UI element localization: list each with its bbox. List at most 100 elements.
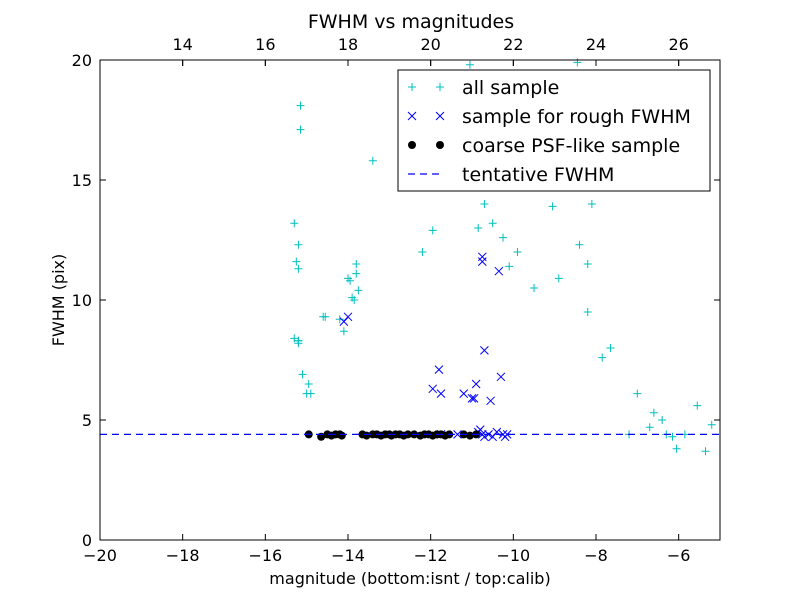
data-point: [467, 394, 477, 403]
legend-swatch: [407, 111, 417, 121]
data-point: [354, 286, 363, 295]
data-point: [672, 444, 681, 453]
series-x: [339, 252, 512, 442]
data-point: [350, 296, 359, 304]
data-point: [480, 200, 489, 208]
data-point: [649, 408, 658, 417]
data-point: [428, 226, 437, 235]
data-point: [304, 380, 313, 388]
data-point: [294, 336, 303, 345]
data-point: [343, 312, 353, 322]
data-point: [701, 447, 710, 456]
data-point: [598, 353, 607, 362]
data-point: [352, 260, 361, 268]
legend-label: all sample: [462, 77, 559, 99]
data-point: [459, 389, 469, 398]
data-point: [465, 431, 474, 440]
data-point: [469, 394, 479, 403]
data-point: [645, 423, 654, 432]
top-x-tick-label: 16: [255, 35, 275, 54]
x-tick-label: −8: [584, 546, 608, 565]
top-x-tick-label: 18: [338, 35, 358, 54]
data-point: [658, 416, 667, 424]
x-tick-label: −6: [667, 546, 691, 565]
data-point: [486, 396, 495, 406]
data-point: [335, 315, 344, 324]
data-point: [368, 156, 377, 165]
plot-area: [100, 58, 720, 456]
x-tick-label: −16: [248, 546, 282, 565]
data-point: [418, 248, 427, 256]
legend: all sample sample for rough FWHM coarse PS…: [397, 69, 711, 192]
data-point: [436, 389, 446, 398]
data-point: [505, 262, 514, 271]
data-point: [296, 125, 305, 134]
legend-label: coarse PSF-like sample: [462, 135, 680, 157]
data-point: [306, 389, 315, 398]
data-point: [583, 260, 592, 268]
y-tick-label: 20: [72, 51, 92, 70]
data-point: [530, 284, 538, 292]
data-point: [339, 327, 348, 336]
y-tick-label: 15: [72, 171, 92, 190]
x-tick-label: −12: [414, 546, 448, 565]
top-x-tick-label: 14: [172, 35, 192, 54]
data-point: [292, 257, 301, 266]
data-point: [513, 248, 522, 256]
data-point: [471, 379, 481, 389]
data-point: [294, 240, 303, 249]
data-point: [693, 401, 702, 410]
legend-swatch: [436, 141, 444, 149]
data-point: [298, 370, 307, 379]
data-point: [633, 389, 642, 398]
data-point: [290, 334, 299, 343]
data-point: [290, 219, 299, 228]
data-point: [434, 365, 444, 374]
legend-swatch: [435, 111, 445, 121]
data-point: [346, 276, 355, 285]
data-point: [502, 430, 512, 439]
data-point: [606, 344, 615, 352]
y-tick-label: 10: [72, 291, 92, 310]
x-tick-label: −14: [331, 546, 365, 565]
data-point: [428, 384, 438, 394]
data-point: [477, 252, 487, 262]
x-axis-label: magnitude (bottom:isnt / top:calib): [269, 569, 550, 588]
legend-label: tentative FWHM: [462, 164, 614, 186]
data-point: [587, 200, 596, 208]
data-point: [294, 264, 303, 273]
axis-ticks: −20 −18 −16 −14 −12 −10 −8 −6 14 16 18 20 22 24 26 0 5 10…: [72, 35, 720, 565]
x-tick-label: −10: [496, 546, 530, 565]
data-point: [499, 233, 507, 242]
top-x-tick-label: 22: [503, 35, 523, 54]
data-point: [403, 430, 412, 439]
data-point: [668, 432, 677, 441]
data-point: [488, 219, 497, 228]
data-point: [453, 430, 462, 439]
data-point: [496, 372, 506, 382]
data-point: [465, 60, 474, 69]
data-point: [477, 257, 487, 266]
chart-title: FWHM vs magnitudes: [308, 11, 514, 33]
data-point: [554, 274, 563, 283]
y-axis-label: FWHM (pix): [49, 254, 68, 347]
data-point: [575, 240, 584, 249]
data-point: [707, 420, 716, 429]
top-x-tick-label: 26: [668, 35, 688, 54]
data-point: [321, 312, 330, 321]
legend-swatch: [408, 141, 416, 149]
y-tick-label: 0: [82, 531, 92, 550]
legend-swatch: [436, 83, 444, 91]
top-x-tick-label: 24: [586, 35, 606, 54]
legend-label: sample for rough FWHM: [462, 106, 691, 128]
data-point: [494, 266, 504, 276]
data-point: [296, 101, 305, 110]
data-point: [480, 346, 489, 355]
data-point: [362, 431, 371, 440]
y-tick-label: 5: [82, 411, 92, 430]
data-point: [474, 224, 483, 232]
legend-frame: [397, 69, 711, 192]
data-point: [337, 431, 346, 440]
x-tick-label: −18: [166, 546, 200, 565]
